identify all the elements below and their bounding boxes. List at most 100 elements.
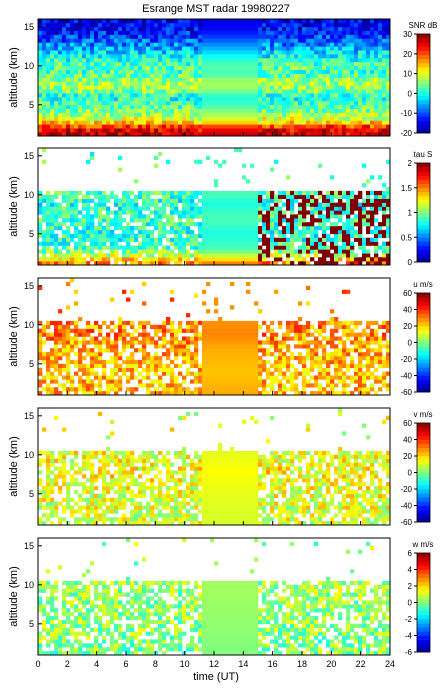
heatmap-cell <box>178 89 183 94</box>
heatmap-cell <box>126 387 131 392</box>
heatmap-cell <box>114 65 119 70</box>
heatmap-cell <box>70 65 75 70</box>
heatmap-cell <box>366 112 371 117</box>
heatmap-cell <box>38 132 43 137</box>
heatmap-cell <box>254 383 259 388</box>
heatmap-cell <box>330 61 335 67</box>
heatmap-cell <box>38 202 43 207</box>
heatmap-cell <box>58 226 63 231</box>
heatmap-cell <box>342 73 347 78</box>
heatmap-cell <box>186 371 191 376</box>
heatmap-cell <box>122 253 127 258</box>
heatmap-cell <box>334 69 339 74</box>
heatmap-cell <box>174 229 179 235</box>
heatmap-cell <box>58 206 63 211</box>
heatmap-cell <box>222 124 227 129</box>
heatmap-cell <box>198 367 203 372</box>
heatmap-cell <box>194 73 199 78</box>
heatmap-cell <box>378 387 383 392</box>
heatmap-cell <box>182 69 187 74</box>
heatmap-cell <box>146 391 151 396</box>
heatmap-cell <box>178 93 183 98</box>
heatmap-cell <box>54 352 59 357</box>
heatmap-cell <box>374 30 379 35</box>
heatmap-cell <box>210 371 215 376</box>
heatmap-cell <box>370 257 375 262</box>
heatmap-cell <box>342 245 347 250</box>
heatmap-cell <box>286 261 291 266</box>
heatmap-cell <box>126 356 131 361</box>
heatmap-cell <box>70 249 75 254</box>
heatmap-cell <box>254 229 259 235</box>
heatmap-cell <box>306 81 311 86</box>
heatmap-cell <box>138 61 143 67</box>
heatmap-cell <box>78 124 83 129</box>
heatmap-cell <box>114 379 119 384</box>
heatmap-cell <box>38 54 43 59</box>
heatmap-cell <box>318 124 323 129</box>
heatmap-cell <box>158 89 163 94</box>
heatmap-cell <box>350 218 355 223</box>
heatmap-cell <box>106 194 111 199</box>
heatmap-cell <box>354 371 359 376</box>
heatmap-cell <box>314 19 319 24</box>
heatmap-cell <box>38 26 43 31</box>
heatmap-cell <box>318 38 323 43</box>
heatmap-cell <box>338 97 343 102</box>
heatmap-cell <box>246 58 251 63</box>
heatmap-cell <box>62 54 67 59</box>
heatmap-cell <box>330 73 335 78</box>
heatmap-cell <box>362 132 367 137</box>
heatmap-cell <box>230 50 235 55</box>
heatmap-cell <box>122 210 127 215</box>
heatmap-cell <box>338 371 343 376</box>
heatmap-cell <box>54 100 59 106</box>
heatmap-cell <box>54 237 59 242</box>
heatmap-cell <box>266 352 271 357</box>
heatmap-cell <box>42 81 47 86</box>
heatmap-cell <box>246 245 251 250</box>
heatmap-cell <box>262 108 267 113</box>
heatmap-cell <box>286 229 291 235</box>
heatmap-cell <box>110 120 115 125</box>
heatmap-cell <box>158 22 163 28</box>
heatmap-cell <box>210 93 215 98</box>
heatmap-cell <box>246 356 251 361</box>
heatmap-cell <box>46 89 51 94</box>
heatmap-cell <box>306 89 311 94</box>
heatmap-cell <box>218 69 223 74</box>
heatmap-cell <box>210 38 215 43</box>
heatmap-cell <box>70 379 75 384</box>
heatmap-cell <box>226 198 231 203</box>
heatmap-cell <box>374 112 379 117</box>
heatmap-cell <box>158 206 163 211</box>
heatmap-cell <box>122 257 127 262</box>
heatmap-cell <box>130 253 135 258</box>
heatmap-cell <box>178 58 183 63</box>
heatmap-cell <box>70 210 75 215</box>
heatmap-cell <box>346 58 351 63</box>
heatmap-cell <box>106 26 111 31</box>
heatmap-cell <box>110 77 115 82</box>
heatmap-cell <box>50 237 55 242</box>
heatmap-cell <box>258 257 263 262</box>
heatmap-cell <box>314 77 319 82</box>
heatmap-cell <box>162 371 167 376</box>
heatmap-cell <box>354 194 359 199</box>
heatmap-cell <box>342 77 347 82</box>
heatmap-cell <box>78 132 83 137</box>
heatmap-cell <box>302 391 307 396</box>
heatmap-cell <box>206 128 211 133</box>
heatmap-cell <box>78 89 83 94</box>
heatmap-cell <box>126 42 131 47</box>
heatmap-cell <box>358 257 363 262</box>
heatmap-cell <box>278 253 283 258</box>
heatmap-cell <box>338 100 343 106</box>
heatmap-cell <box>90 198 95 203</box>
heatmap-cell <box>122 132 127 137</box>
heatmap-cell <box>158 19 163 24</box>
heatmap-cell <box>238 391 243 396</box>
heatmap-cell <box>298 22 303 28</box>
heatmap-cell <box>250 391 255 396</box>
